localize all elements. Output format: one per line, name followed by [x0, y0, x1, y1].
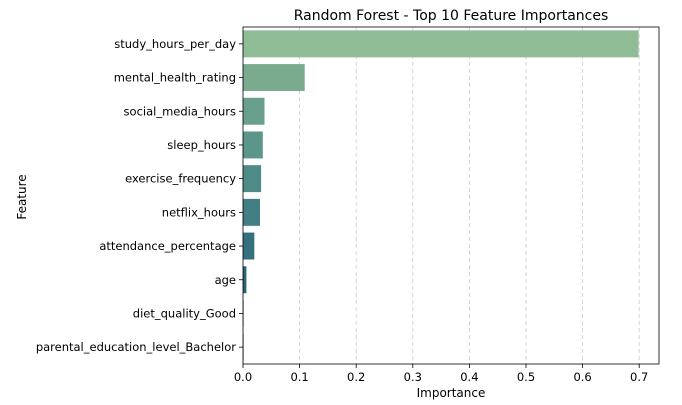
x-tick-label: 0.4 — [460, 370, 478, 384]
x-tick-label: 0.7 — [630, 370, 648, 384]
x-tick-label: 0.2 — [347, 370, 365, 384]
y-tick-label: sleep_hours — [167, 138, 236, 152]
y-tick-label: diet_quality_Good — [133, 306, 236, 320]
y-tick-label: social_media_hours — [124, 104, 236, 118]
y-tick-label: parental_education_level_Bachelor — [36, 340, 236, 354]
bar-netflix_hours — [243, 198, 260, 226]
x-tick-label: 0.5 — [517, 370, 535, 384]
bar-age — [243, 266, 247, 294]
axis-layer: study_hours_per_day mental_health_ratings… — [36, 26, 660, 384]
bar-sleep_hours — [243, 131, 263, 159]
bar-study_hours_per_day — [243, 30, 639, 58]
y-tick-label: exercise_frequency — [125, 172, 236, 186]
x-tick-label: 0.6 — [573, 370, 591, 384]
x-axis-label: Importance — [417, 386, 486, 400]
y-tick-label: age — [215, 273, 236, 287]
y-tick-label: netflix_hours — [162, 205, 236, 219]
y-tick-label: study_hours_per_day — [114, 37, 236, 51]
bar-social_media_hours — [243, 97, 265, 125]
bar-exercise_frequency — [243, 165, 262, 193]
y-tick-label: mental_health_rating — [114, 71, 236, 85]
chart-title: Random Forest - Top 10 Feature Importanc… — [294, 8, 609, 24]
plot-frame — [242, 26, 660, 365]
x-tick-label: 0.1 — [290, 370, 308, 384]
bar-layer — [243, 30, 639, 361]
y-axis-label: Feature — [15, 174, 29, 219]
x-tick-label: 0.3 — [404, 370, 422, 384]
bar-mental_health_rating — [243, 64, 305, 92]
bar-attendance_percentage — [243, 232, 255, 260]
y-tick-label: attendance_percentage — [99, 239, 236, 253]
x-tick-label: 0.0 — [234, 370, 252, 384]
